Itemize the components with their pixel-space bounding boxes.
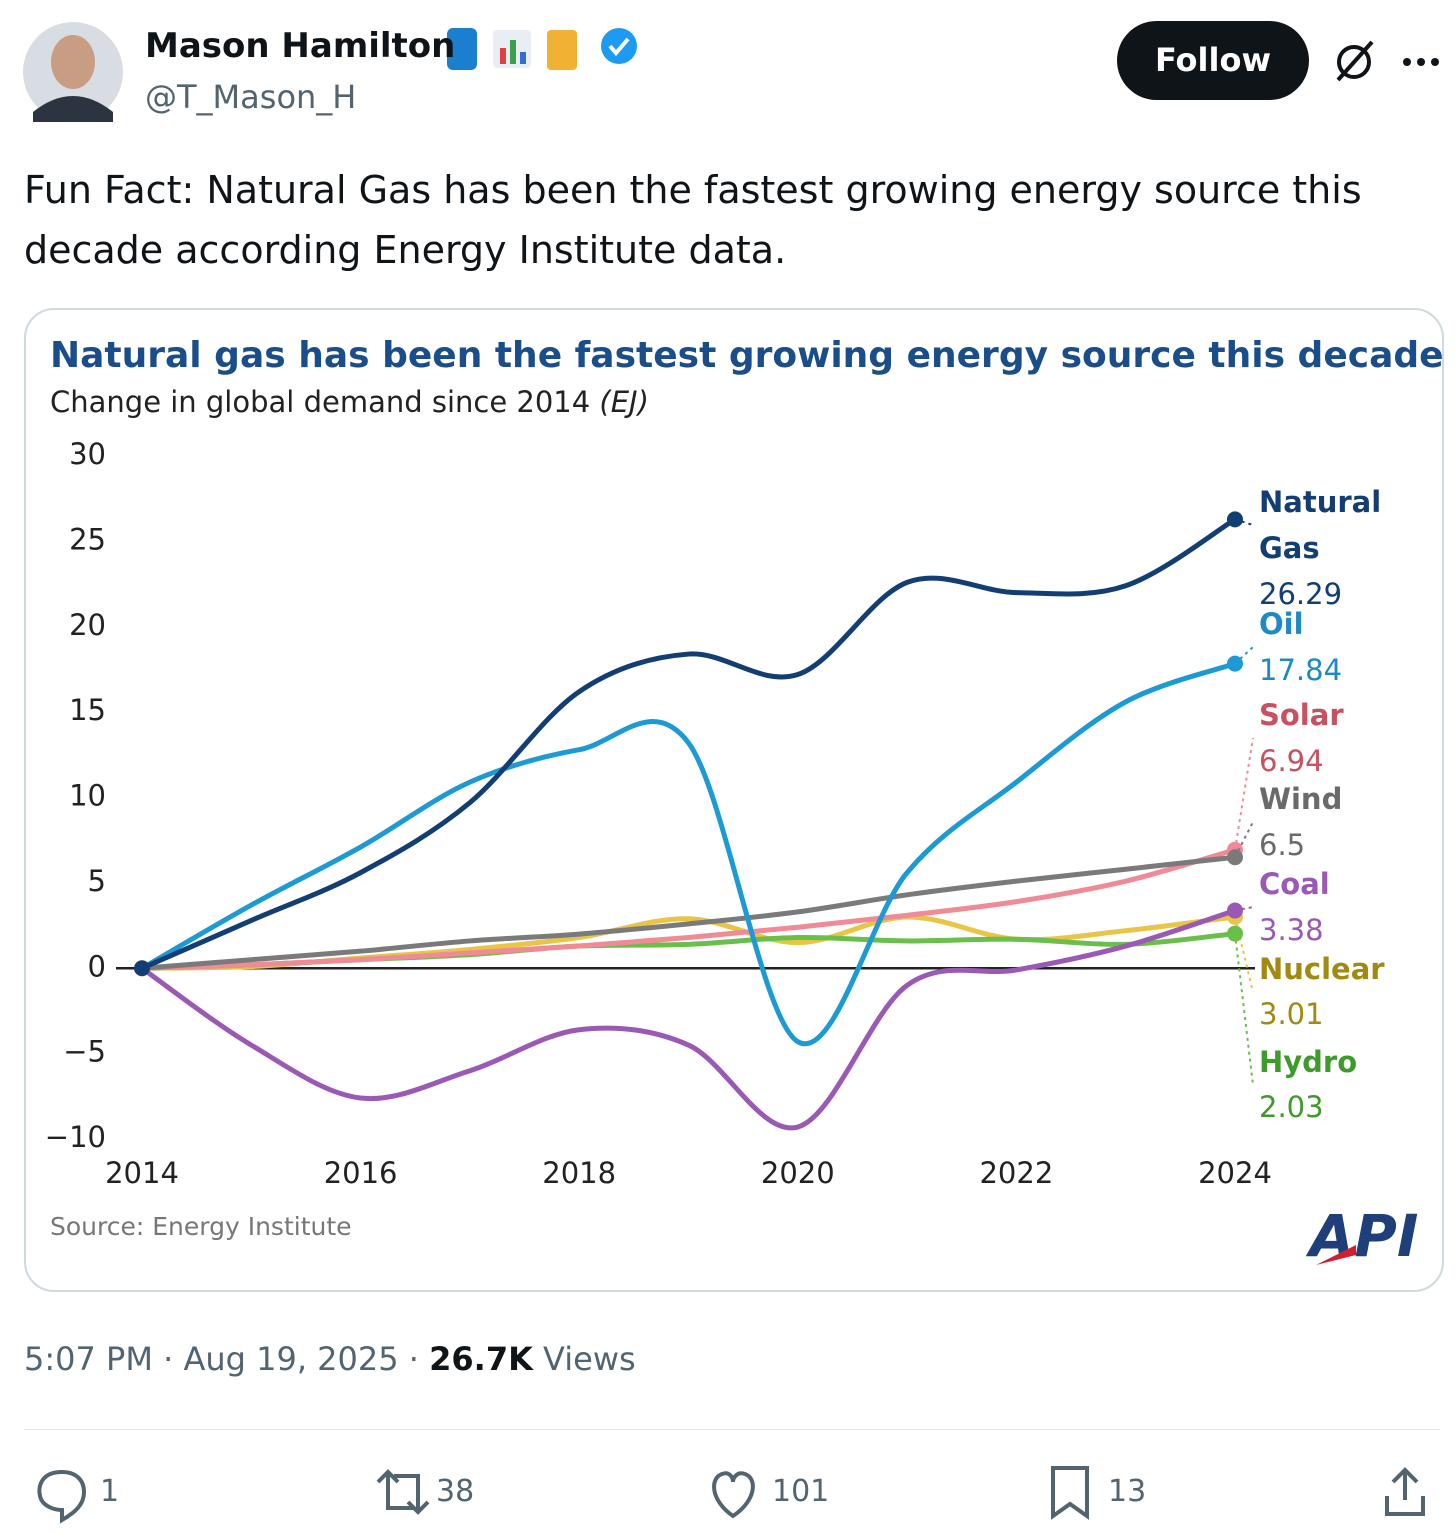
separator: · (163, 1340, 174, 1378)
bookmark-icon[interactable] (1051, 1466, 1089, 1520)
end-point (1227, 655, 1243, 672)
end-point (1227, 925, 1243, 942)
date: Aug 19, 2025 (183, 1340, 399, 1378)
subtitle-unit: (EJ) (599, 385, 649, 419)
reply-icon[interactable] (37, 1469, 87, 1524)
like-icon[interactable] (712, 1471, 755, 1519)
value-label: 2.03 (1259, 1090, 1324, 1124)
action-icons (37, 1466, 1425, 1524)
share-icon[interactable] (1385, 1467, 1425, 1516)
series-label: Oil (1259, 607, 1304, 641)
logo-swoosh (1316, 1245, 1356, 1265)
badge-chart-bar (500, 48, 506, 64)
series-line (139, 661, 1238, 1047)
subtitle-text: Change in global demand since 2014 (50, 385, 590, 419)
value-label: 26.29 (1259, 577, 1343, 611)
series-line (139, 516, 1238, 971)
views-label: Views (543, 1340, 636, 1378)
chart-subtitle: Change in global demand since 2014 (EJ) (50, 385, 649, 419)
more-dot[interactable] (1417, 58, 1425, 66)
value-label: 17.84 (1259, 653, 1343, 687)
chart-card[interactable]: Natural gas has been the fastest growing… (24, 308, 1444, 1292)
value-label: 3.01 (1259, 997, 1324, 1031)
chart: Natural gas has been the fastest growing… (45, 335, 1442, 1270)
author-handle[interactable]: @T_Mason_H (145, 78, 357, 116)
chart-title: Natural gas has been the fastest growing… (50, 335, 1442, 376)
follow-button[interactable] (1117, 21, 1309, 100)
series-line (139, 908, 1238, 1131)
tweet-text: Fun Fact: Natural Gas has been the faste… (24, 168, 1362, 272)
badge-barrel (447, 28, 477, 70)
bookmark-count[interactable]: 13 (1108, 1474, 1147, 1509)
badge-fuel (547, 30, 577, 70)
verified-badge (601, 28, 637, 64)
separator: · (408, 1340, 419, 1378)
grok-icon-slash (1336, 40, 1374, 82)
grok-icon[interactable] (1337, 45, 1371, 79)
y-tick-label: 5 (88, 864, 106, 898)
series-label: Coal (1259, 867, 1330, 901)
verified-check (608, 37, 630, 57)
end-point (1227, 849, 1243, 866)
avatar-body (33, 96, 113, 122)
series-label: Hydro (1259, 1045, 1358, 1079)
like-count[interactable]: 101 (772, 1474, 830, 1509)
value-label: 6.5 (1259, 828, 1306, 862)
y-tick-label: 10 (69, 779, 106, 813)
y-tick-label: 0 (88, 949, 106, 983)
value-label: 3.38 (1259, 913, 1324, 947)
badge-chart-bar (520, 52, 526, 64)
x-tick-label: 2024 (1198, 1156, 1272, 1190)
series-line (139, 854, 1238, 971)
label-connector (1234, 906, 1254, 912)
x-tick-label: 2022 (979, 1156, 1053, 1190)
more-dot[interactable] (1431, 58, 1439, 66)
series-label: Solar (1259, 698, 1344, 732)
label-connector (1234, 916, 1254, 993)
end-point (1227, 511, 1243, 528)
logo: API (1306, 1202, 1419, 1270)
author-name[interactable]: Mason Hamilton (145, 26, 456, 66)
start-point (134, 960, 150, 977)
avatar-face (51, 35, 95, 89)
x-tick-label: 2016 (324, 1156, 398, 1190)
y-tick-label: 25 (69, 522, 106, 556)
label-connector (1234, 518, 1254, 526)
header-graphics: Follow (23, 21, 1439, 122)
repost-count[interactable]: 38 (436, 1474, 475, 1509)
series-line (139, 847, 1238, 971)
time: 5:07 PM (24, 1340, 153, 1378)
x-tick-label: 2014 (105, 1156, 179, 1190)
y-tick-label: −10 (45, 1120, 106, 1154)
end-point (1227, 902, 1243, 919)
follow-label[interactable]: Follow (1155, 41, 1271, 79)
view-count: 26.7K (429, 1340, 533, 1378)
series-label: Wind (1259, 782, 1343, 816)
x-tick-label: 2020 (761, 1156, 835, 1190)
divider (24, 1429, 1440, 1430)
repost-icon[interactable] (376, 1469, 430, 1515)
y-tick-label: −5 (63, 1035, 106, 1069)
badge-chart-bar (510, 40, 516, 64)
y-tick-label: 20 (69, 608, 106, 642)
chart-source: Source: Energy Institute (50, 1212, 352, 1241)
tweet-meta: 5:07 PM · Aug 19, 2025 · 26.7K Views (24, 1340, 636, 1378)
x-tick-label: 2018 (542, 1156, 616, 1190)
y-tick-label: 30 (69, 437, 106, 471)
value-label: 6.94 (1259, 744, 1324, 778)
label-connector (1234, 737, 1254, 850)
series-label: Nuclear (1259, 952, 1385, 986)
reply-count[interactable]: 1 (100, 1474, 120, 1509)
more-dot[interactable] (1403, 58, 1411, 66)
series-label: Natural Gas (1259, 485, 1382, 565)
y-tick-label: 15 (69, 693, 106, 727)
label-connector (1234, 933, 1254, 1086)
